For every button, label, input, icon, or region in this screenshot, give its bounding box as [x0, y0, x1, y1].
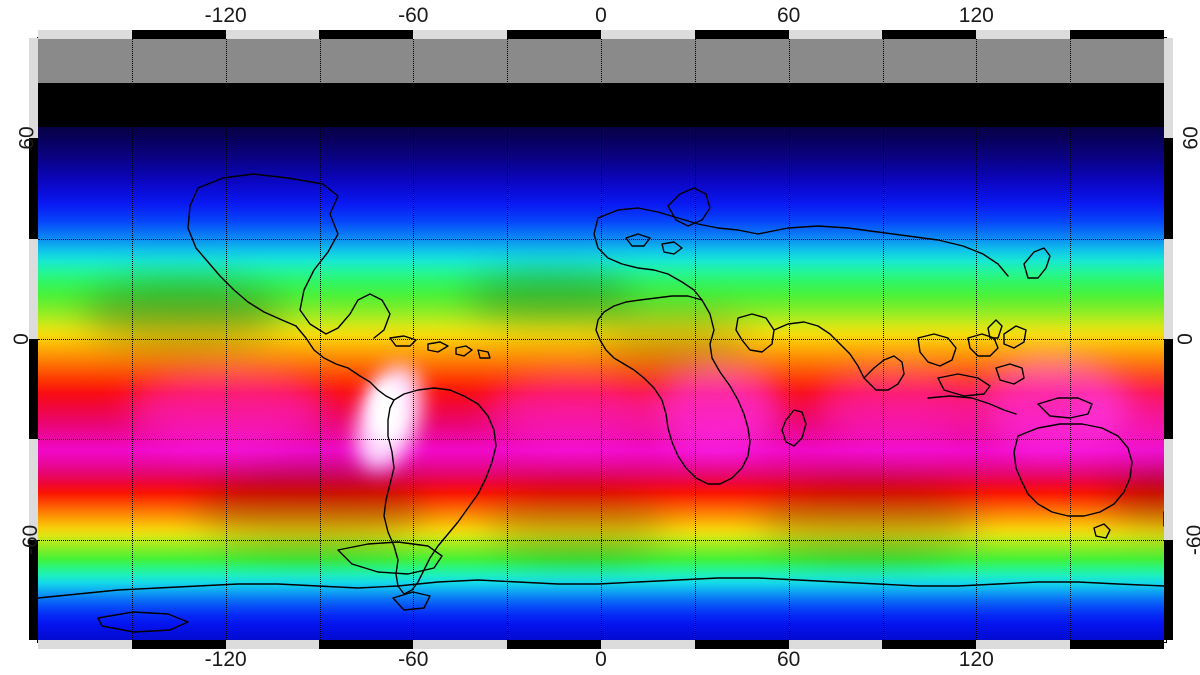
- tick-seg: [882, 640, 977, 649]
- tick-seg: [1164, 439, 1173, 540]
- tick-seg: [131, 30, 226, 39]
- tick-seg: [600, 30, 695, 39]
- xtick-bottom-3: 60: [777, 648, 801, 671]
- tick-seg: [319, 30, 414, 39]
- tick-seg: [319, 640, 414, 649]
- xtick-bottom-1: -60: [398, 648, 429, 671]
- tick-seg: [29, 238, 38, 339]
- hotspot-southern-africa: [651, 363, 782, 454]
- tick-seg: [1164, 238, 1173, 339]
- hotspot-south-atlantic: [488, 375, 659, 446]
- map-plot-area[interactable]: [38, 38, 1164, 640]
- ytick-right-0: 60: [1179, 126, 1200, 150]
- coastline-overlay: [38, 90, 1164, 633]
- tick-seg: [413, 640, 508, 649]
- tick-seg: [29, 138, 38, 239]
- tick-seg: [788, 640, 883, 649]
- tick-seg: [1070, 640, 1164, 649]
- tick-seg: [29, 539, 38, 640]
- xtick-top-4: 120: [958, 4, 994, 27]
- tick-seg: [600, 640, 695, 649]
- tick-seg: [29, 439, 38, 540]
- xtick-top-1: -60: [398, 4, 429, 27]
- xtick-top-0: -120: [204, 4, 247, 27]
- cool-patch-s-indian: [758, 483, 979, 559]
- tick-seg: [225, 640, 320, 649]
- tick-seg: [507, 30, 601, 39]
- tick-seg: [131, 640, 226, 649]
- tick-seg: [1164, 539, 1173, 640]
- tick-seg: [29, 338, 38, 440]
- xtick-top-3: 60: [777, 4, 801, 27]
- tick-seg: [38, 30, 132, 39]
- ytick-left-0: 60: [15, 126, 39, 150]
- ytick-left-1: 0: [9, 333, 33, 345]
- cool-patch-n-pacific: [83, 278, 284, 349]
- gridline-lat--60: [38, 539, 1164, 541]
- tick-seg: [29, 38, 38, 139]
- cool-patch-s-pacific: [195, 471, 426, 552]
- cool-patch-sahara: [601, 308, 751, 364]
- xtick-bottom-4: 120: [958, 648, 994, 671]
- tick-seg: [694, 30, 789, 39]
- gridline-lat--30: [38, 439, 1164, 441]
- tick-seg: [413, 30, 508, 39]
- tick-seg: [882, 30, 977, 39]
- tick-seg: [1164, 338, 1173, 440]
- tick-seg: [38, 640, 132, 649]
- xtick-bottom-2: 0: [595, 648, 607, 671]
- xtick-bottom-0: -120: [204, 648, 247, 671]
- gridline-lat-0: [38, 339, 1164, 340]
- ytick-left-2: -60: [19, 524, 43, 555]
- cool-patch-s-atlantic: [488, 489, 669, 560]
- gridline-lat-30: [38, 238, 1164, 240]
- tick-seg: [1164, 138, 1173, 239]
- tick-seg: [694, 640, 789, 649]
- axis-bar-top: [38, 30, 1164, 39]
- tick-seg: [976, 30, 1071, 39]
- ytick-right-2: -60: [1183, 524, 1200, 555]
- ytick-right-1: 0: [1173, 333, 1197, 345]
- xtick-top-2: 0: [595, 4, 607, 27]
- tick-seg: [1070, 30, 1164, 39]
- tick-seg: [225, 30, 320, 39]
- tick-seg: [788, 30, 883, 39]
- tick-seg: [507, 640, 601, 649]
- tick-seg: [1164, 38, 1173, 139]
- gridlines: [38, 38, 1164, 640]
- axis-bar-left: [29, 38, 38, 640]
- cool-patch-n-atlantic: [465, 266, 636, 327]
- hotspot-central-pacific: [128, 369, 329, 450]
- tick-seg: [976, 640, 1071, 649]
- axis-bar-bottom: [38, 640, 1164, 649]
- hotspot-andes-core: [370, 381, 405, 442]
- axis-bar-right: [1164, 38, 1173, 640]
